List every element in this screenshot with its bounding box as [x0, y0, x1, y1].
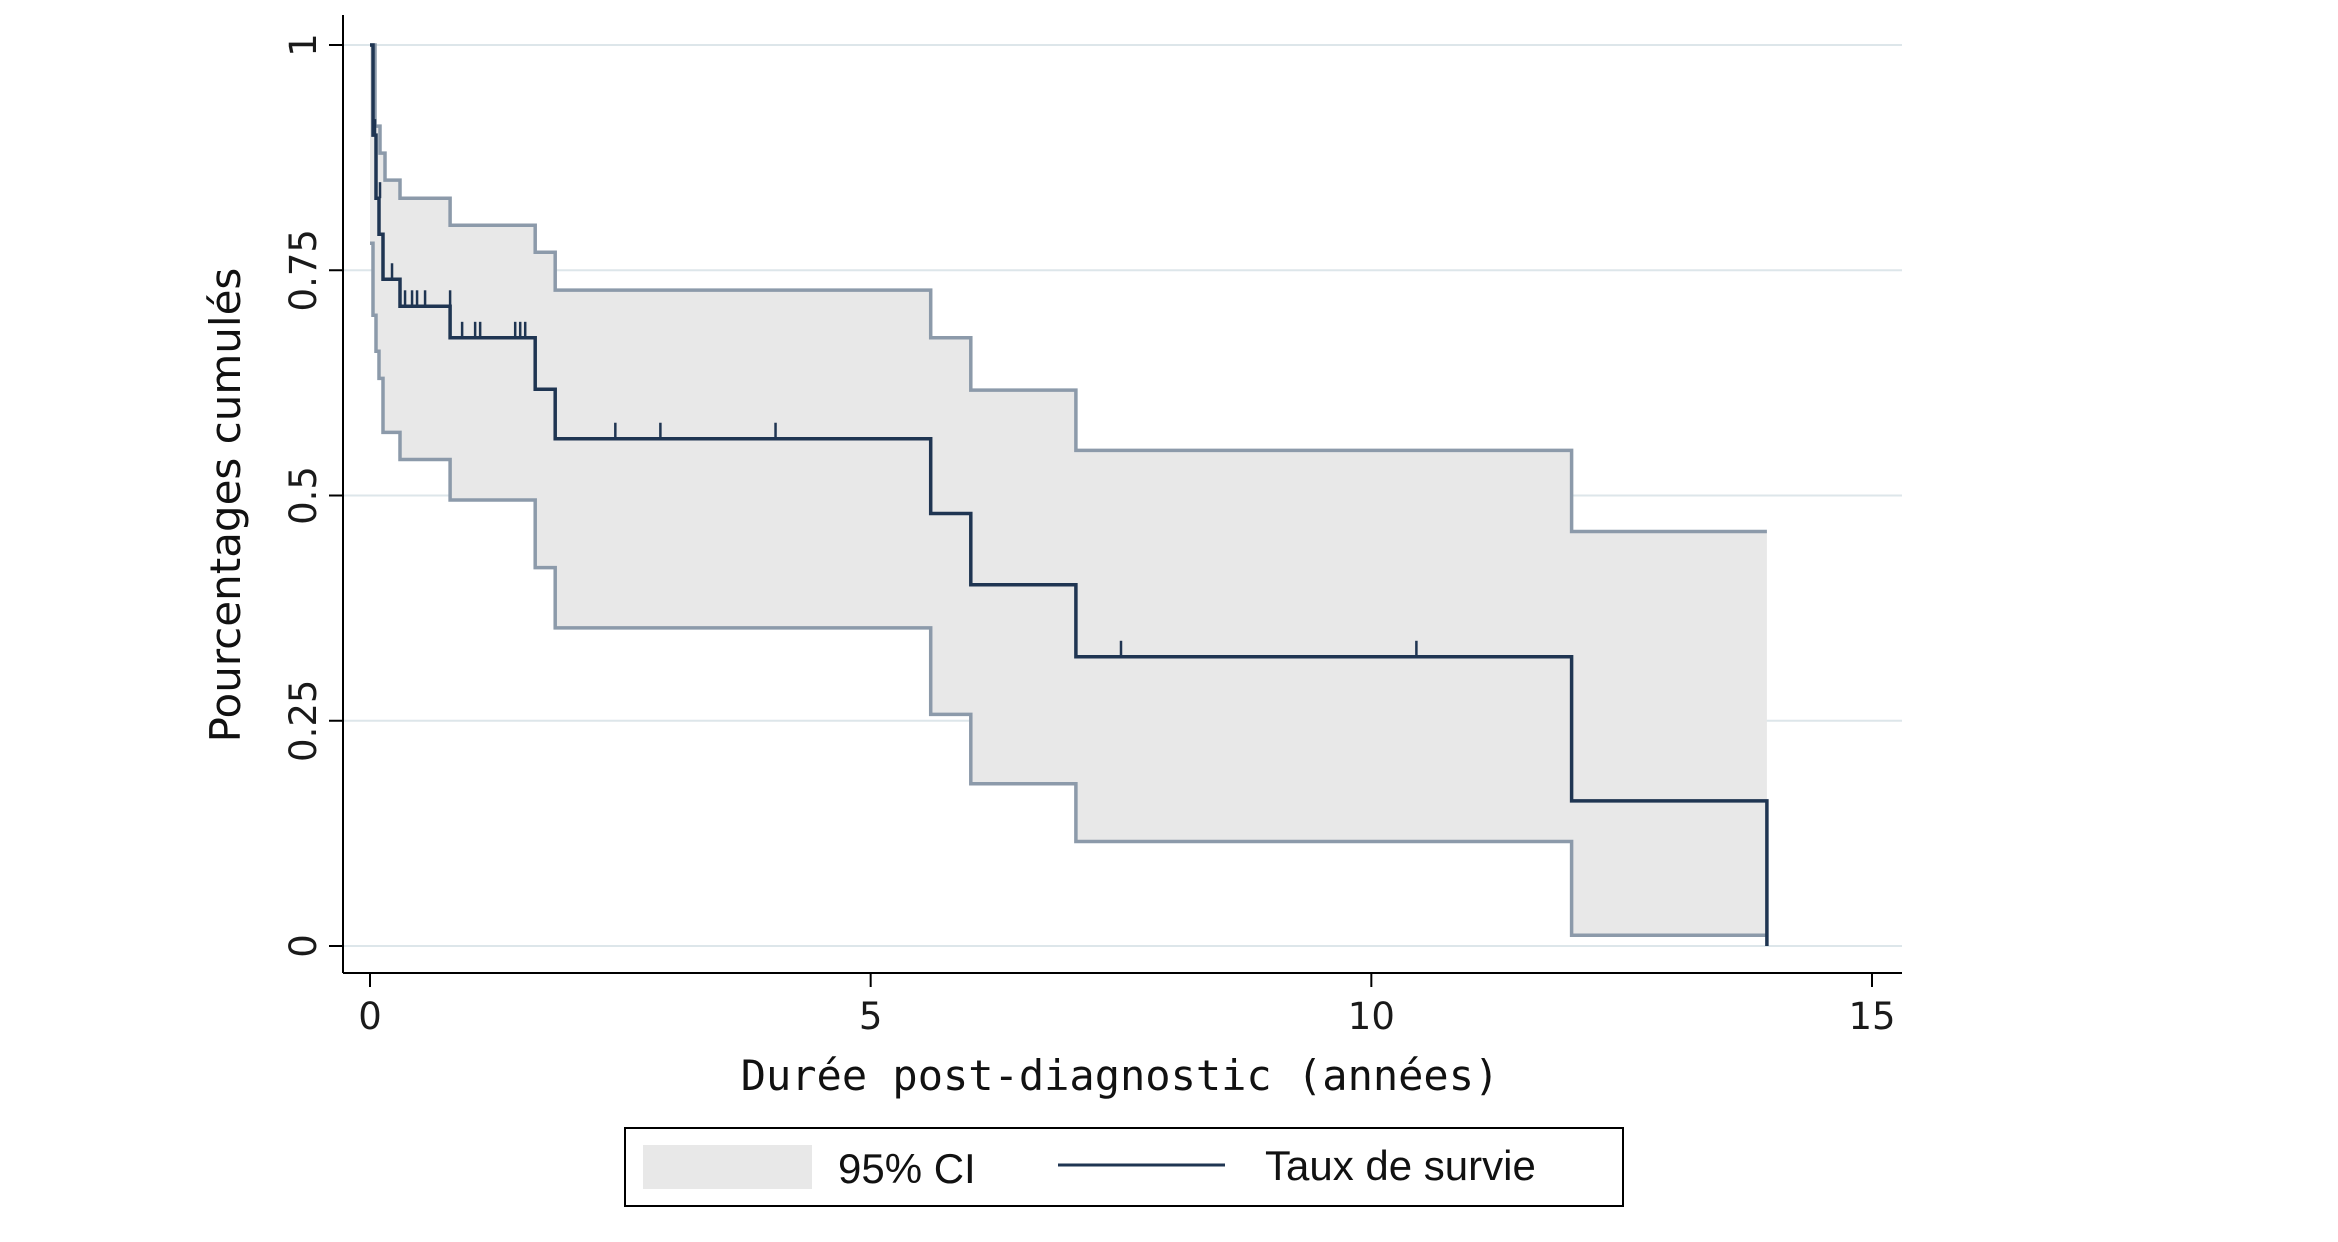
x-tick-label: 5 — [859, 995, 883, 1038]
legend-label-ci: 95% CI — [838, 1145, 976, 1192]
legend: 95% CI Taux de survie — [624, 1127, 1624, 1207]
x-axis-title: Durée post-diagnostic (années) — [741, 1051, 1500, 1100]
y-tick-label: 0.25 — [282, 680, 325, 762]
y-tick-label: 0 — [282, 934, 325, 958]
y-tick-label: 0.5 — [282, 466, 325, 525]
ci-lower-line — [370, 241, 1767, 937]
survival-step-line — [370, 43, 1769, 946]
x-tick-label: 10 — [1348, 995, 1395, 1038]
ci-band-area — [370, 45, 1767, 936]
x-tick-label: 0 — [358, 995, 382, 1038]
legend-label-survival: Taux de survie — [1265, 1142, 1536, 1189]
axes — [329, 15, 1902, 987]
y-tick-label: 1 — [282, 33, 325, 57]
legend-swatch-ci-band — [643, 1145, 812, 1189]
y-tick-label: 0.75 — [282, 229, 325, 311]
ci-upper-line — [370, 43, 1767, 534]
ci-band-edges — [370, 43, 1767, 937]
y-axis-title: Pourcentages cumulés — [201, 268, 250, 743]
ci-band — [370, 45, 1767, 936]
x-tick-label: 15 — [1848, 995, 1895, 1038]
survival-line — [370, 43, 1769, 946]
censor-marks — [373, 119, 1418, 657]
tick-labels: 0 5 10 15 0 0.25 0.5 0.75 1 — [282, 33, 1896, 1038]
